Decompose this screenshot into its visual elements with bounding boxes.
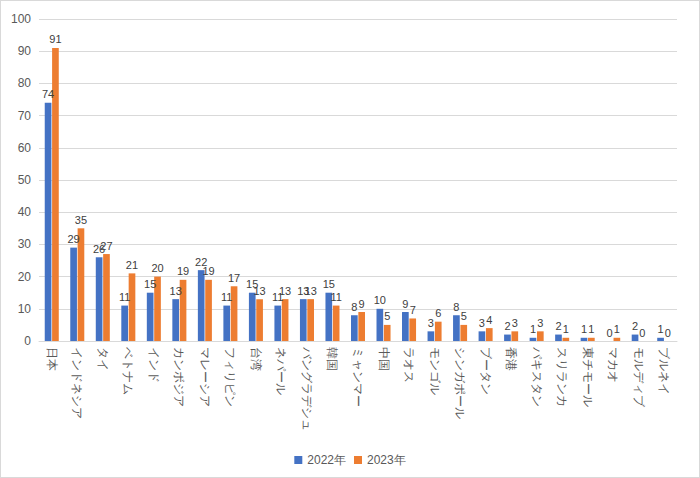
- svg-text:ブータン: ブータン: [479, 347, 493, 395]
- svg-text:13: 13: [297, 284, 310, 297]
- svg-text:インド: インド: [147, 347, 161, 383]
- svg-text:15: 15: [323, 278, 335, 290]
- svg-text:9: 9: [359, 298, 365, 310]
- svg-text:11: 11: [221, 291, 232, 303]
- svg-text:2: 2: [555, 320, 561, 332]
- svg-text:韓国: 韓国: [325, 347, 339, 371]
- svg-text:40: 40: [18, 205, 32, 219]
- svg-text:香港: 香港: [504, 347, 518, 371]
- svg-text:10: 10: [374, 294, 386, 306]
- svg-text:20: 20: [151, 262, 163, 274]
- svg-text:インドネシア: インドネシア: [70, 347, 84, 419]
- svg-text:フィリピン: フィリピン: [223, 347, 237, 407]
- svg-text:3: 3: [479, 317, 485, 329]
- svg-text:1: 1: [581, 323, 587, 335]
- svg-text:15: 15: [246, 278, 259, 291]
- svg-text:90: 90: [18, 44, 32, 58]
- svg-text:日本: 日本: [45, 347, 59, 371]
- svg-text:19: 19: [177, 265, 189, 277]
- svg-text:中国: 中国: [377, 347, 391, 371]
- svg-text:シンガポール: シンガポール: [453, 347, 467, 419]
- svg-text:2: 2: [504, 320, 510, 332]
- svg-text:21: 21: [126, 259, 138, 271]
- svg-text:15: 15: [144, 278, 156, 290]
- svg-text:17: 17: [228, 272, 240, 284]
- svg-text:11: 11: [272, 291, 284, 304]
- svg-text:0: 0: [639, 327, 645, 339]
- svg-text:1: 1: [658, 323, 664, 335]
- svg-text:11: 11: [119, 291, 130, 303]
- svg-text:7: 7: [410, 304, 416, 316]
- svg-text:10: 10: [18, 302, 32, 316]
- svg-text:5: 5: [461, 310, 467, 322]
- svg-text:11: 11: [330, 291, 341, 303]
- svg-text:6: 6: [435, 307, 441, 319]
- svg-text:モンゴル: モンゴル: [428, 347, 442, 395]
- svg-text:2022年: 2022年: [307, 453, 346, 467]
- svg-text:91: 91: [49, 33, 61, 45]
- svg-text:0: 0: [606, 327, 612, 339]
- svg-text:50: 50: [18, 173, 32, 187]
- svg-text:29: 29: [67, 233, 79, 245]
- svg-text:1: 1: [530, 323, 536, 335]
- svg-text:2023年: 2023年: [367, 453, 406, 467]
- svg-text:ミャンマー: ミャンマー: [351, 347, 365, 407]
- svg-text:台湾: 台湾: [249, 347, 263, 371]
- svg-text:8: 8: [351, 301, 357, 313]
- svg-text:3: 3: [428, 317, 434, 329]
- svg-text:27: 27: [100, 240, 112, 252]
- svg-text:20: 20: [18, 270, 32, 284]
- svg-text:スリランカ: スリランカ: [555, 347, 569, 407]
- svg-text:4: 4: [486, 314, 492, 326]
- svg-text:19: 19: [202, 265, 214, 277]
- svg-text:1: 1: [588, 323, 594, 335]
- svg-text:0: 0: [24, 334, 31, 348]
- svg-text:100: 100: [11, 12, 31, 26]
- svg-text:カンボジア: カンボジア: [172, 347, 186, 407]
- svg-text:13: 13: [253, 285, 265, 297]
- svg-text:マカオ: マカオ: [606, 347, 620, 383]
- svg-text:70: 70: [18, 109, 32, 123]
- svg-text:東チモール: 東チモール: [581, 347, 595, 407]
- svg-text:ベトナム: ベトナム: [121, 347, 135, 395]
- svg-text:ブルネイ: ブルネイ: [657, 347, 671, 395]
- svg-text:タイ: タイ: [96, 347, 110, 371]
- svg-text:74: 74: [42, 88, 54, 100]
- svg-text:マレーシア: マレーシア: [198, 347, 212, 407]
- svg-text:13: 13: [279, 285, 291, 297]
- svg-text:22: 22: [195, 255, 208, 268]
- svg-text:5: 5: [384, 310, 390, 322]
- svg-text:2: 2: [632, 320, 638, 332]
- svg-text:ラオス: ラオス: [402, 347, 416, 383]
- svg-text:13: 13: [305, 285, 317, 297]
- svg-text:1: 1: [614, 323, 620, 335]
- svg-text:3: 3: [537, 317, 543, 329]
- svg-text:バングラデシュ: バングラデシュ: [300, 346, 314, 431]
- svg-text:9: 9: [402, 298, 408, 310]
- svg-text:8: 8: [453, 301, 459, 313]
- svg-text:35: 35: [75, 214, 87, 226]
- svg-text:13: 13: [170, 285, 182, 297]
- svg-text:ネパール: ネパール: [274, 347, 288, 395]
- svg-text:80: 80: [18, 76, 32, 90]
- svg-text:1: 1: [563, 323, 569, 335]
- svg-text:26: 26: [93, 242, 106, 255]
- svg-text:モルディブ: モルディブ: [632, 347, 646, 408]
- svg-text:パキスタン: パキスタン: [530, 346, 544, 407]
- svg-text:60: 60: [18, 141, 32, 155]
- svg-text:0: 0: [665, 327, 671, 339]
- svg-text:30: 30: [18, 237, 32, 251]
- svg-text:3: 3: [512, 317, 518, 329]
